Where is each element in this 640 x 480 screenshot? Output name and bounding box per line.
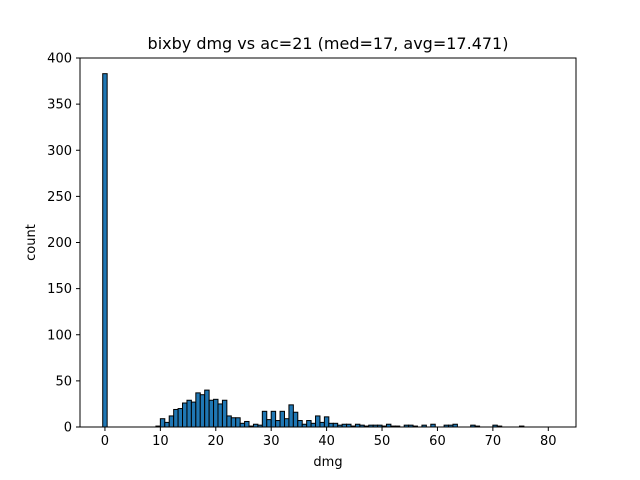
- x-tick-label: 40: [318, 434, 335, 449]
- histogram-bar: [204, 389, 210, 428]
- x-axis-ticks: 0 10 20 30 40 50 60 70 80: [101, 427, 557, 449]
- histogram-bar: [168, 415, 175, 428]
- y-tick-label: 200: [47, 236, 72, 251]
- histogram-bar: [288, 404, 294, 428]
- histogram-bar: [213, 398, 219, 428]
- histogram-bar: [217, 403, 223, 428]
- histogram-bar: [186, 399, 192, 428]
- histogram-bar: [275, 420, 281, 428]
- bars-group: [102, 73, 525, 428]
- histogram-bar: [235, 417, 241, 428]
- histogram-bar: [297, 420, 303, 428]
- histogram-bar: [315, 415, 321, 428]
- histogram-bar: [292, 411, 299, 428]
- histogram-bar: [323, 416, 330, 428]
- y-tick-label: 350: [47, 98, 72, 113]
- histogram-bar: [182, 402, 188, 428]
- histogram-bar: [306, 420, 312, 428]
- histogram-bar: [199, 394, 206, 428]
- histogram-bar: [266, 419, 272, 428]
- histogram-bar: [159, 418, 166, 428]
- x-tick-label: 70: [485, 434, 502, 449]
- chart-title: bixby dmg vs ac=21 (med=17, avg=17.471): [148, 34, 509, 53]
- histogram-bar: [261, 410, 268, 428]
- histogram-bar: [195, 392, 201, 428]
- histogram-bar: [239, 422, 246, 428]
- histogram-bar: [310, 422, 317, 428]
- histogram-bar: [164, 421, 170, 428]
- y-tick-label: 250: [47, 190, 72, 205]
- y-tick-label: 100: [47, 328, 72, 343]
- histogram-bar: [221, 399, 228, 428]
- x-tick-label: 50: [374, 434, 391, 449]
- x-tick-label: 20: [208, 434, 225, 449]
- plot-frame: [79, 57, 577, 428]
- y-tick-label: 300: [47, 144, 72, 159]
- x-tick-label: 60: [429, 434, 446, 449]
- histogram-bar: [102, 73, 108, 428]
- histogram-bar: [332, 422, 339, 428]
- x-tick-label: 80: [540, 434, 557, 449]
- x-tick-label: 30: [263, 434, 280, 449]
- histogram-bar: [284, 418, 290, 428]
- x-axis-label: dmg: [313, 455, 342, 470]
- y-tick-label: 0: [64, 421, 72, 436]
- histogram-bar: [190, 401, 197, 428]
- histogram-bar: [270, 410, 277, 428]
- histogram-bar: [226, 415, 232, 428]
- histogram-bar: [244, 420, 250, 428]
- x-tick-label: 10: [152, 434, 169, 449]
- histogram-bar: [173, 408, 179, 428]
- histogram-bar: [319, 421, 325, 428]
- y-axis-ticks: 0 50 100 150 200 250 300 350 400: [47, 52, 80, 436]
- histogram-bar: [177, 408, 184, 428]
- y-tick-label: 150: [47, 282, 72, 297]
- y-tick-label: 50: [55, 374, 72, 389]
- histogram-bar: [279, 410, 285, 428]
- y-axis-label: count: [24, 224, 39, 261]
- histogram-bar: [230, 417, 237, 428]
- y-tick-label: 400: [47, 52, 72, 67]
- histogram-bar: [328, 422, 334, 428]
- x-tick-label: 0: [101, 434, 109, 449]
- histogram-bar: [208, 399, 215, 428]
